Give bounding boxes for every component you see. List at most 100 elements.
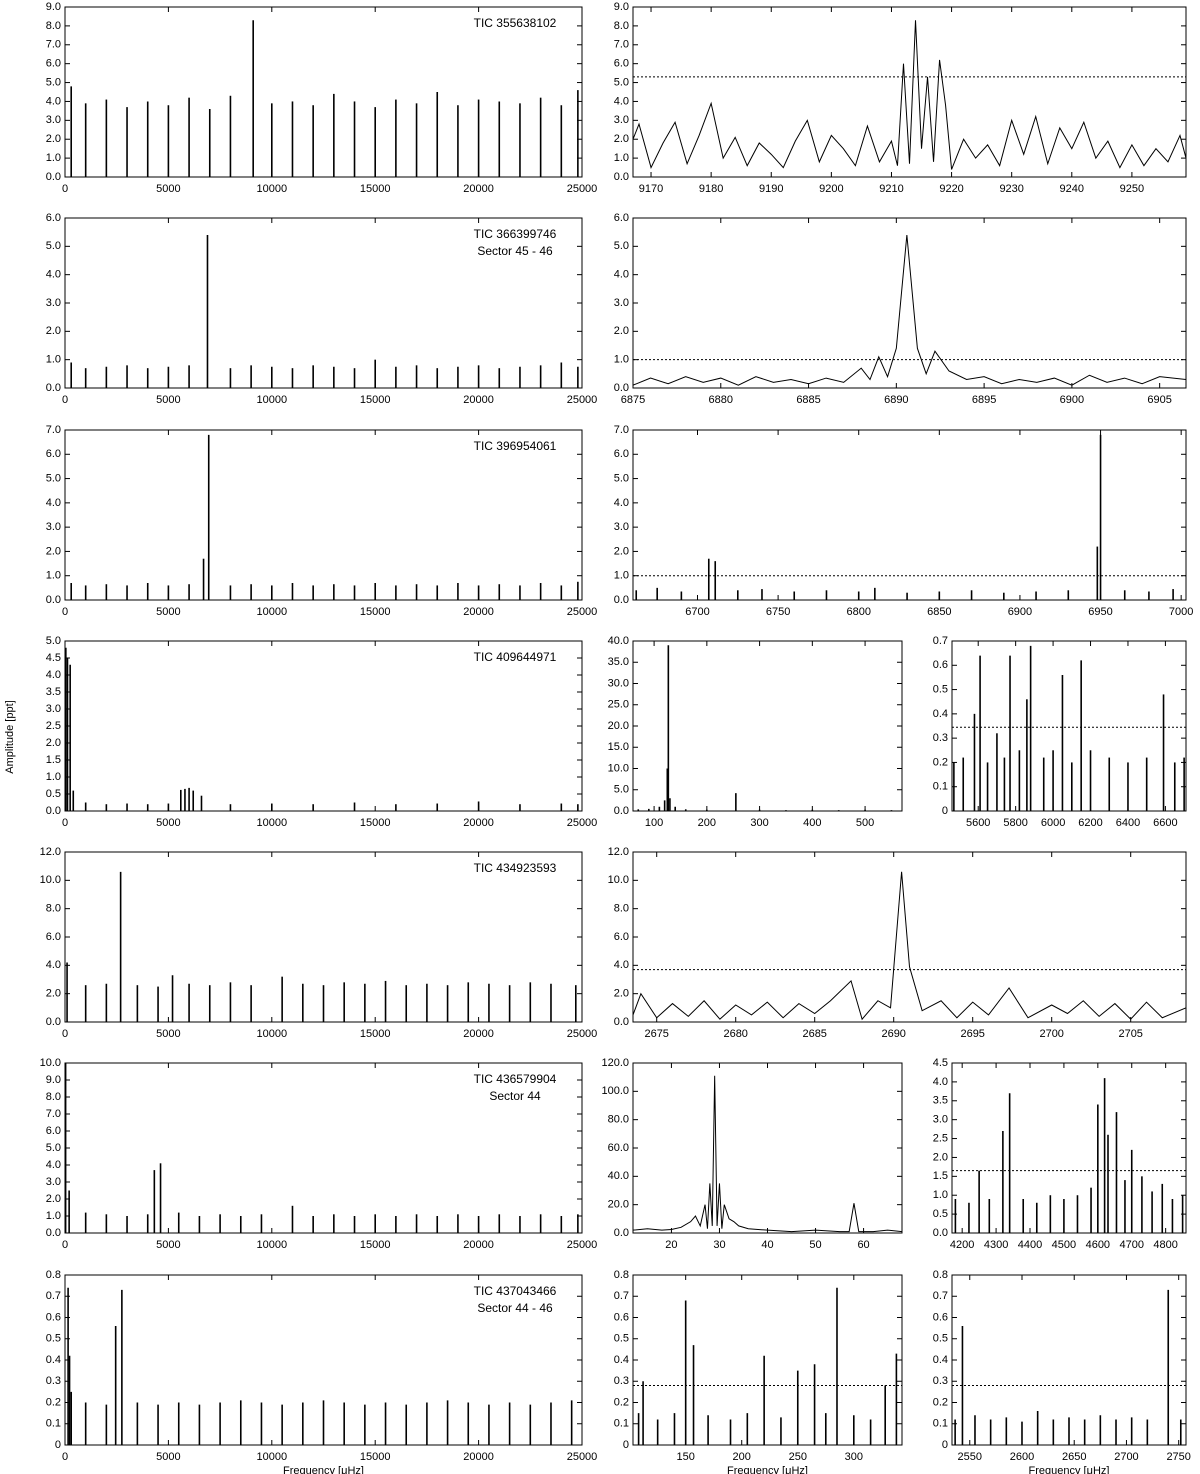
panel: 0.0 5.0 10.0 15.0 20.0 25.0 30.0 35.0 40.0 100 200…: [608, 635, 903, 829]
y-tick-label: 1.0: [46, 354, 61, 366]
panel: 0 0.1 0.2 0.3 0.4 0.5 0.6 0.7 0.8 0 5000 10000 15000…: [46, 1269, 598, 1474]
x-tick-label: 15000: [360, 1239, 391, 1251]
x-tick-label: 4600: [1086, 1239, 1110, 1251]
panel: 0.0 1.0 2.0 3.0 4.0 5.0 6.0 6875 6880 6885 6890 689…: [614, 212, 1187, 406]
x-tick-label: 9240: [1060, 183, 1084, 195]
y-tick-label: 5.0: [46, 1142, 61, 1154]
y-tick-label: 1.0: [46, 1210, 61, 1222]
data: [633, 871, 1186, 1021]
x-tick-label: 5000: [156, 1239, 180, 1251]
y-tick-label: 2.0: [46, 133, 61, 145]
y-tick-label: 4.0: [614, 497, 629, 509]
y-tick-label: 4.5: [933, 1057, 948, 1069]
x-tick-label: 6950: [1088, 606, 1112, 618]
x-tick-label: 5000: [156, 394, 180, 406]
y-tick-label: 4.0: [46, 269, 61, 281]
panel: 0.0 2.0 4.0 6.0 8.0 10.0 12.0 0 5000 10000 15000 20…: [40, 846, 598, 1040]
x-tick-label: 20000: [463, 606, 494, 618]
panel-subtitle: Sector 45 - 46: [477, 244, 553, 258]
x-tick-label: 6900: [1060, 394, 1084, 406]
x-tick-label: 25000: [567, 606, 598, 618]
y-tick-label: 0.0: [46, 805, 61, 817]
y-tick-label: 2.0: [46, 1193, 61, 1205]
x-tick-label: 100: [645, 817, 663, 829]
y-tick-label: 30.0: [608, 677, 629, 689]
x-tick-label: 6700: [685, 606, 709, 618]
x-tick-label: 25000: [567, 183, 598, 195]
y-tick-label: 0.0: [614, 805, 629, 817]
x-tick-label: 9210: [879, 183, 903, 195]
y-tick-label: 2.0: [614, 325, 629, 337]
y-tick-label: 1.0: [46, 570, 61, 582]
plot-frame: [632, 6, 1187, 178]
x-tick-label: 2695: [960, 1028, 984, 1040]
x-tick-label: 20: [665, 1239, 677, 1251]
panel-title: TIC 436579904: [474, 1072, 557, 1086]
data: [954, 1078, 1184, 1233]
panel: 0.0 0.5 1.0 1.5 2.0 2.5 3.0 3.5 4.0 4.5 4200 4300 44…: [933, 1057, 1187, 1251]
x-tick-label: 9220: [939, 183, 963, 195]
y-tick-label: 10.0: [608, 762, 629, 774]
x-tick-label: 0: [62, 1451, 68, 1463]
x-tick-label: 15000: [360, 394, 391, 406]
y-tick-label: 0.4: [46, 1354, 61, 1366]
panel: 0.0 20.0 40.0 60.0 80.0 100.0 120.0 20 30 40 50 60: [601, 1057, 903, 1251]
y-tick-label: 6.0: [46, 931, 61, 943]
y-tick-label: 5.0: [614, 472, 629, 484]
plot-frame: [64, 851, 583, 1023]
y-tick-label: 2.0: [614, 545, 629, 557]
y-tick-label: 40.0: [608, 635, 629, 647]
x-axis-label: Frequency [μHz]: [727, 1465, 808, 1474]
x-tick-label: 20000: [463, 817, 494, 829]
panel-title: TIC 396954061: [474, 439, 557, 453]
y-tick-label: 4.0: [614, 95, 629, 107]
x-tick-label: 4300: [984, 1239, 1008, 1251]
x-tick-label: 10000: [257, 183, 288, 195]
x-tick-label: 5000: [156, 183, 180, 195]
data: [70, 434, 579, 600]
x-tick-label: 10000: [257, 606, 288, 618]
y-tick-label: 0: [942, 805, 948, 817]
x-tick-label: 9200: [819, 183, 843, 195]
y-tick-label: 0.0: [46, 1016, 61, 1028]
x-tick-label: 9170: [639, 183, 663, 195]
x-tick-label: 6890: [884, 394, 908, 406]
y-tick-label: 0.0: [46, 1227, 61, 1239]
x-tick-label: 10000: [257, 1028, 288, 1040]
panel-title: TIC 437043466: [474, 1284, 557, 1298]
y-tick-label: 7.0: [614, 39, 629, 51]
y-tick-label: 15.0: [608, 741, 629, 753]
y-tick-label: 4.0: [614, 959, 629, 971]
y-tick-label: 0.2: [614, 1396, 629, 1408]
data: [65, 647, 579, 811]
panel: 0.0 1.0 2.0 3.0 4.0 5.0 6.0 7.0 6700 6750 6800 6850…: [614, 424, 1194, 618]
x-tick-label: 2675: [644, 1028, 668, 1040]
x-tick-label: 6400: [1116, 817, 1140, 829]
x-tick-label: 9190: [759, 183, 783, 195]
data: [70, 235, 579, 388]
panel-subtitle: Sector 44 - 46: [477, 1301, 553, 1315]
y-tick-label: 5.0: [614, 76, 629, 88]
y-tick-label: 0.2: [933, 1396, 948, 1408]
y-tick-label: 0.4: [933, 708, 948, 720]
y-tick-label: 5.0: [614, 784, 629, 796]
y-tick-label: 120.0: [601, 1057, 629, 1069]
y-tick-label: 8.0: [614, 903, 629, 915]
x-tick-label: 2750: [1166, 1451, 1190, 1463]
y-tick-label: 8.0: [46, 903, 61, 915]
y-tick-label: 12.0: [608, 846, 629, 858]
plot-frame: [632, 429, 1187, 601]
x-tick-label: 7000: [1169, 606, 1193, 618]
y-tick-label: 0.6: [933, 659, 948, 671]
y-tick-label: 0.5: [933, 1333, 948, 1345]
x-tick-label: 0: [62, 817, 68, 829]
plot-frame: [632, 1274, 903, 1446]
x-tick-label: 9180: [699, 183, 723, 195]
x-tick-label: 6850: [927, 606, 951, 618]
y-tick-label: 3.0: [614, 521, 629, 533]
y-tick-label: 3.0: [46, 1176, 61, 1188]
plot-frame: [632, 851, 1187, 1023]
data: [66, 871, 577, 1022]
y-tick-label: 1.0: [614, 354, 629, 366]
x-tick-label: 6800: [846, 606, 870, 618]
